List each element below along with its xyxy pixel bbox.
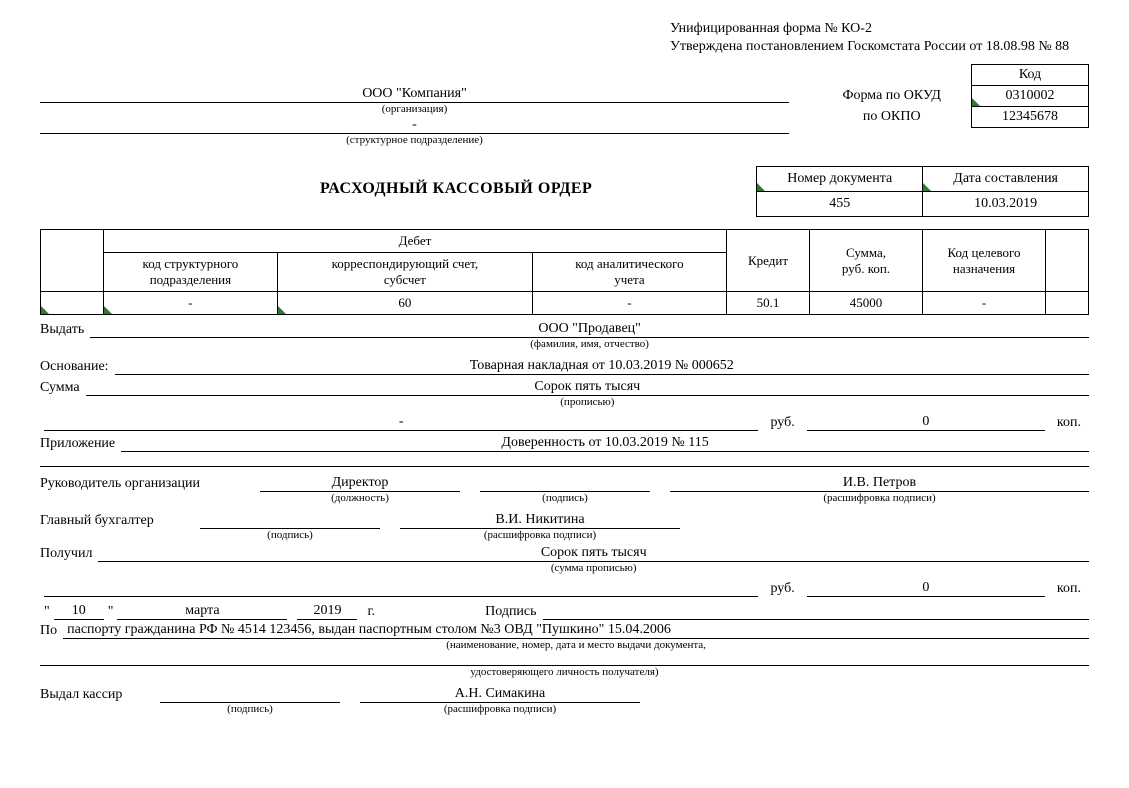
- po-label: По: [40, 623, 63, 639]
- main-table: Дебет Кредит Сумма, руб. коп. Код целево…: [40, 229, 1089, 315]
- th-blank: [41, 230, 104, 292]
- ruk-pos: Директор: [260, 475, 460, 492]
- doc-num-label: Номер документа: [757, 167, 923, 192]
- td-extra: [1046, 292, 1089, 315]
- po-value: паспорту гражданина РФ № 4514 123456, вы…: [63, 622, 1089, 639]
- kassir-name-cap: (расшифровка подписи): [360, 703, 640, 715]
- subdiv-name: -: [40, 117, 789, 134]
- td-sub3: -: [532, 292, 726, 315]
- date-year: 2019: [297, 603, 357, 620]
- glav-sign-cap: (подпись): [200, 529, 380, 541]
- th-sub2: корреспондирующий счет, субсчет: [277, 253, 532, 292]
- td-code: -: [923, 292, 1046, 315]
- okud-label: Форма по ОКУД: [812, 86, 971, 107]
- okpo-value: 12345678: [972, 107, 1089, 128]
- th-credit: Кредит: [727, 230, 810, 292]
- osnov-label: Основание:: [40, 359, 115, 375]
- vydat-value: ООО "Продавец": [90, 321, 1089, 338]
- th-sub3: код аналитического учета: [532, 253, 726, 292]
- kassir-sign-cap: (подпись): [160, 703, 340, 715]
- org-name: ООО "Компания": [40, 86, 789, 103]
- doc-date: 10.03.2019: [923, 192, 1089, 217]
- kassir-sign: [160, 686, 340, 703]
- rub-label: руб.: [762, 415, 802, 431]
- subdiv-caption: (структурное подразделение): [40, 134, 789, 146]
- pril-value: Доверенность от 10.03.2019 № 115: [121, 435, 1089, 452]
- rub-label2: руб.: [762, 581, 802, 597]
- vydat-label: Выдать: [40, 322, 90, 338]
- okpo-label: по ОКПО: [812, 107, 971, 128]
- td-credit: 50.1: [727, 292, 810, 315]
- td-blank: [41, 292, 104, 315]
- vydat-cap: (фамилия, имя, отчество): [90, 338, 1089, 354]
- podpis-line: [543, 603, 1089, 620]
- kop-value: 0: [807, 414, 1045, 431]
- code-title: Код: [972, 65, 1089, 86]
- form-header-line2: Утверждена постановлением Госкомстата Ро…: [670, 38, 1089, 56]
- kop-value2: 0: [807, 580, 1045, 597]
- form-header: Унифицированная форма № КО-2 Утверждена …: [670, 20, 1089, 56]
- poluchil-cap: (сумма прописью): [98, 562, 1089, 578]
- glav-sign: [200, 512, 380, 529]
- po-cap1: (наименование, номер, дата и место выдач…: [63, 639, 1089, 655]
- th-sum: Сумма, руб. коп.: [810, 230, 923, 292]
- ruk-sign-cap: (подпись): [480, 492, 650, 504]
- podpis-label: Подпись: [485, 604, 536, 620]
- poluchil-label: Получил: [40, 546, 98, 562]
- ruk-pos-cap: (должность): [260, 492, 460, 504]
- kassir-label: Выдал кассир: [40, 687, 160, 703]
- doc-meta: Номер документа Дата составления 455 10.…: [756, 166, 1089, 217]
- summa-label: Сумма: [40, 380, 86, 396]
- kop-label2: коп.: [1049, 581, 1089, 597]
- ruk-sign: [480, 475, 650, 492]
- th-code: Код целевого назначения: [923, 230, 1046, 292]
- doc-title: РАСХОДНЫЙ КАССОВЫЙ ОРДЕР: [320, 180, 592, 198]
- summa-cap: (прописью): [86, 396, 1089, 412]
- ruk-name: И.В. Петров: [670, 475, 1089, 492]
- summa-value: Сорок пять тысяч: [86, 379, 1089, 396]
- pril-label: Приложение: [40, 436, 121, 452]
- osnov-value: Товарная накладная от 10.03.2019 № 00065…: [115, 358, 1089, 375]
- doc-num: 455: [757, 192, 923, 217]
- date-day: 10: [54, 603, 104, 620]
- org-caption: (организация): [40, 103, 789, 115]
- okud-value: 0310002: [972, 86, 1089, 107]
- rub-line: -: [44, 414, 758, 431]
- td-sum: 45000: [810, 292, 923, 315]
- ruk-label: Руководитель организации: [40, 476, 260, 492]
- po-cap2: удостоверяющего личность получателя): [40, 666, 1089, 678]
- th-sub1: код структурного подразделения: [104, 253, 278, 292]
- glav-name: В.И. Никитина: [400, 512, 680, 529]
- ruk-name-cap: (расшифровка подписи): [670, 492, 1089, 504]
- td-sub2: 60: [277, 292, 532, 315]
- td-sub1: -: [104, 292, 278, 315]
- date-g: г.: [357, 604, 385, 620]
- th-debet: Дебет: [104, 230, 727, 253]
- code-block: Код Форма по ОКУД 0310002 по ОКПО 123456…: [812, 64, 1089, 128]
- form-header-line1: Унифицированная форма № КО-2: [670, 20, 1089, 38]
- kassir-name: А.Н. Симакина: [360, 686, 640, 703]
- poluchil-value: Сорок пять тысяч: [98, 545, 1089, 562]
- glav-name-cap: (расшифровка подписи): [400, 529, 680, 541]
- kop-label: коп.: [1049, 415, 1089, 431]
- doc-date-label: Дата составления: [923, 167, 1089, 192]
- rub-line2: [44, 580, 758, 597]
- th-extra: [1046, 230, 1089, 292]
- date-month: марта: [117, 603, 287, 620]
- glav-label: Главный бухгалтер: [40, 513, 200, 529]
